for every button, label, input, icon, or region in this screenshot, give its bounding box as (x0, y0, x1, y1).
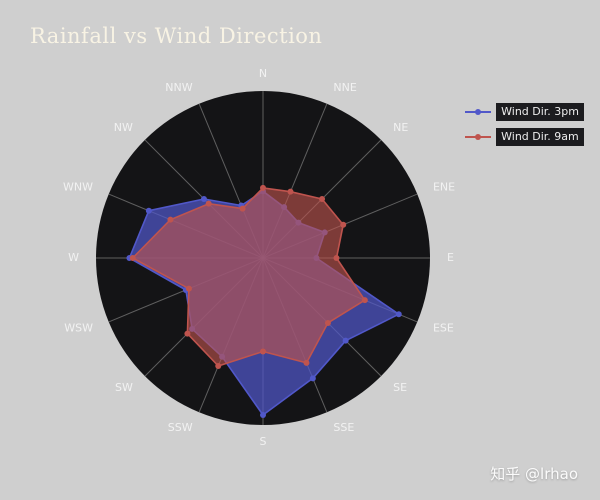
watermark: 知乎 @lrhao (490, 465, 578, 483)
series-marker-9am[interactable] (260, 184, 266, 191)
direction-label-ssw: SSW (168, 421, 193, 434)
series-marker-3pm[interactable] (395, 311, 402, 318)
direction-label-wsw: WSW (64, 321, 93, 334)
legend-item-wind-9am[interactable]: Wind Dir. 9am (465, 128, 584, 146)
series-marker-9am[interactable] (129, 255, 136, 261)
series-marker-3pm[interactable] (342, 337, 349, 344)
direction-label-nne: NNE (333, 81, 356, 94)
legend-label-3pm: Wind Dir. 3pm (496, 103, 584, 121)
series-marker-9am[interactable] (185, 285, 192, 292)
series-marker-9am[interactable] (340, 221, 347, 228)
direction-label-n: N (259, 67, 267, 80)
direction-label-nnw: NNW (165, 81, 192, 94)
series-marker-9am[interactable] (303, 359, 310, 366)
direction-label-e: E (447, 251, 454, 264)
legend-item-wind-3pm[interactable]: Wind Dir. 3pm (465, 103, 584, 121)
series-marker-3pm[interactable] (145, 207, 152, 214)
direction-label-sse: SSE (333, 421, 354, 434)
series-marker-9am[interactable] (324, 319, 331, 326)
legend-marker-3pm (465, 107, 492, 117)
direction-label-se: SE (393, 381, 407, 394)
direction-label-nw: NW (114, 121, 133, 134)
direction-label-s: S (260, 435, 267, 448)
series-marker-9am[interactable] (205, 200, 212, 207)
legend-marker-9am (465, 132, 492, 142)
direction-label-ene: ENE (433, 181, 455, 194)
series-marker-9am[interactable] (215, 363, 222, 370)
series-marker-9am[interactable] (260, 348, 266, 355)
direction-label-wnw: WNW (63, 181, 93, 194)
direction-label-ne: NE (393, 121, 408, 134)
direction-label-sw: SW (115, 381, 133, 394)
series-marker-3pm[interactable] (200, 195, 207, 202)
series-marker-9am[interactable] (333, 255, 340, 261)
chart-title: Rainfall vs Wind Direction (30, 24, 323, 48)
series-marker-3pm[interactable] (260, 411, 266, 418)
legend-label-9am: Wind Dir. 9am (496, 128, 584, 146)
series-marker-9am[interactable] (287, 188, 294, 195)
series-marker-9am[interactable] (319, 195, 326, 202)
series-marker-3pm[interactable] (309, 375, 316, 382)
direction-label-w: W (68, 251, 79, 264)
series-marker-9am[interactable] (167, 216, 174, 223)
legend: Wind Dir. 3pm Wind Dir. 9am (465, 103, 584, 146)
direction-label-ese: ESE (433, 321, 454, 334)
series-marker-9am[interactable] (239, 205, 246, 212)
series-marker-9am[interactable] (184, 330, 191, 337)
series-marker-9am[interactable] (361, 297, 368, 304)
